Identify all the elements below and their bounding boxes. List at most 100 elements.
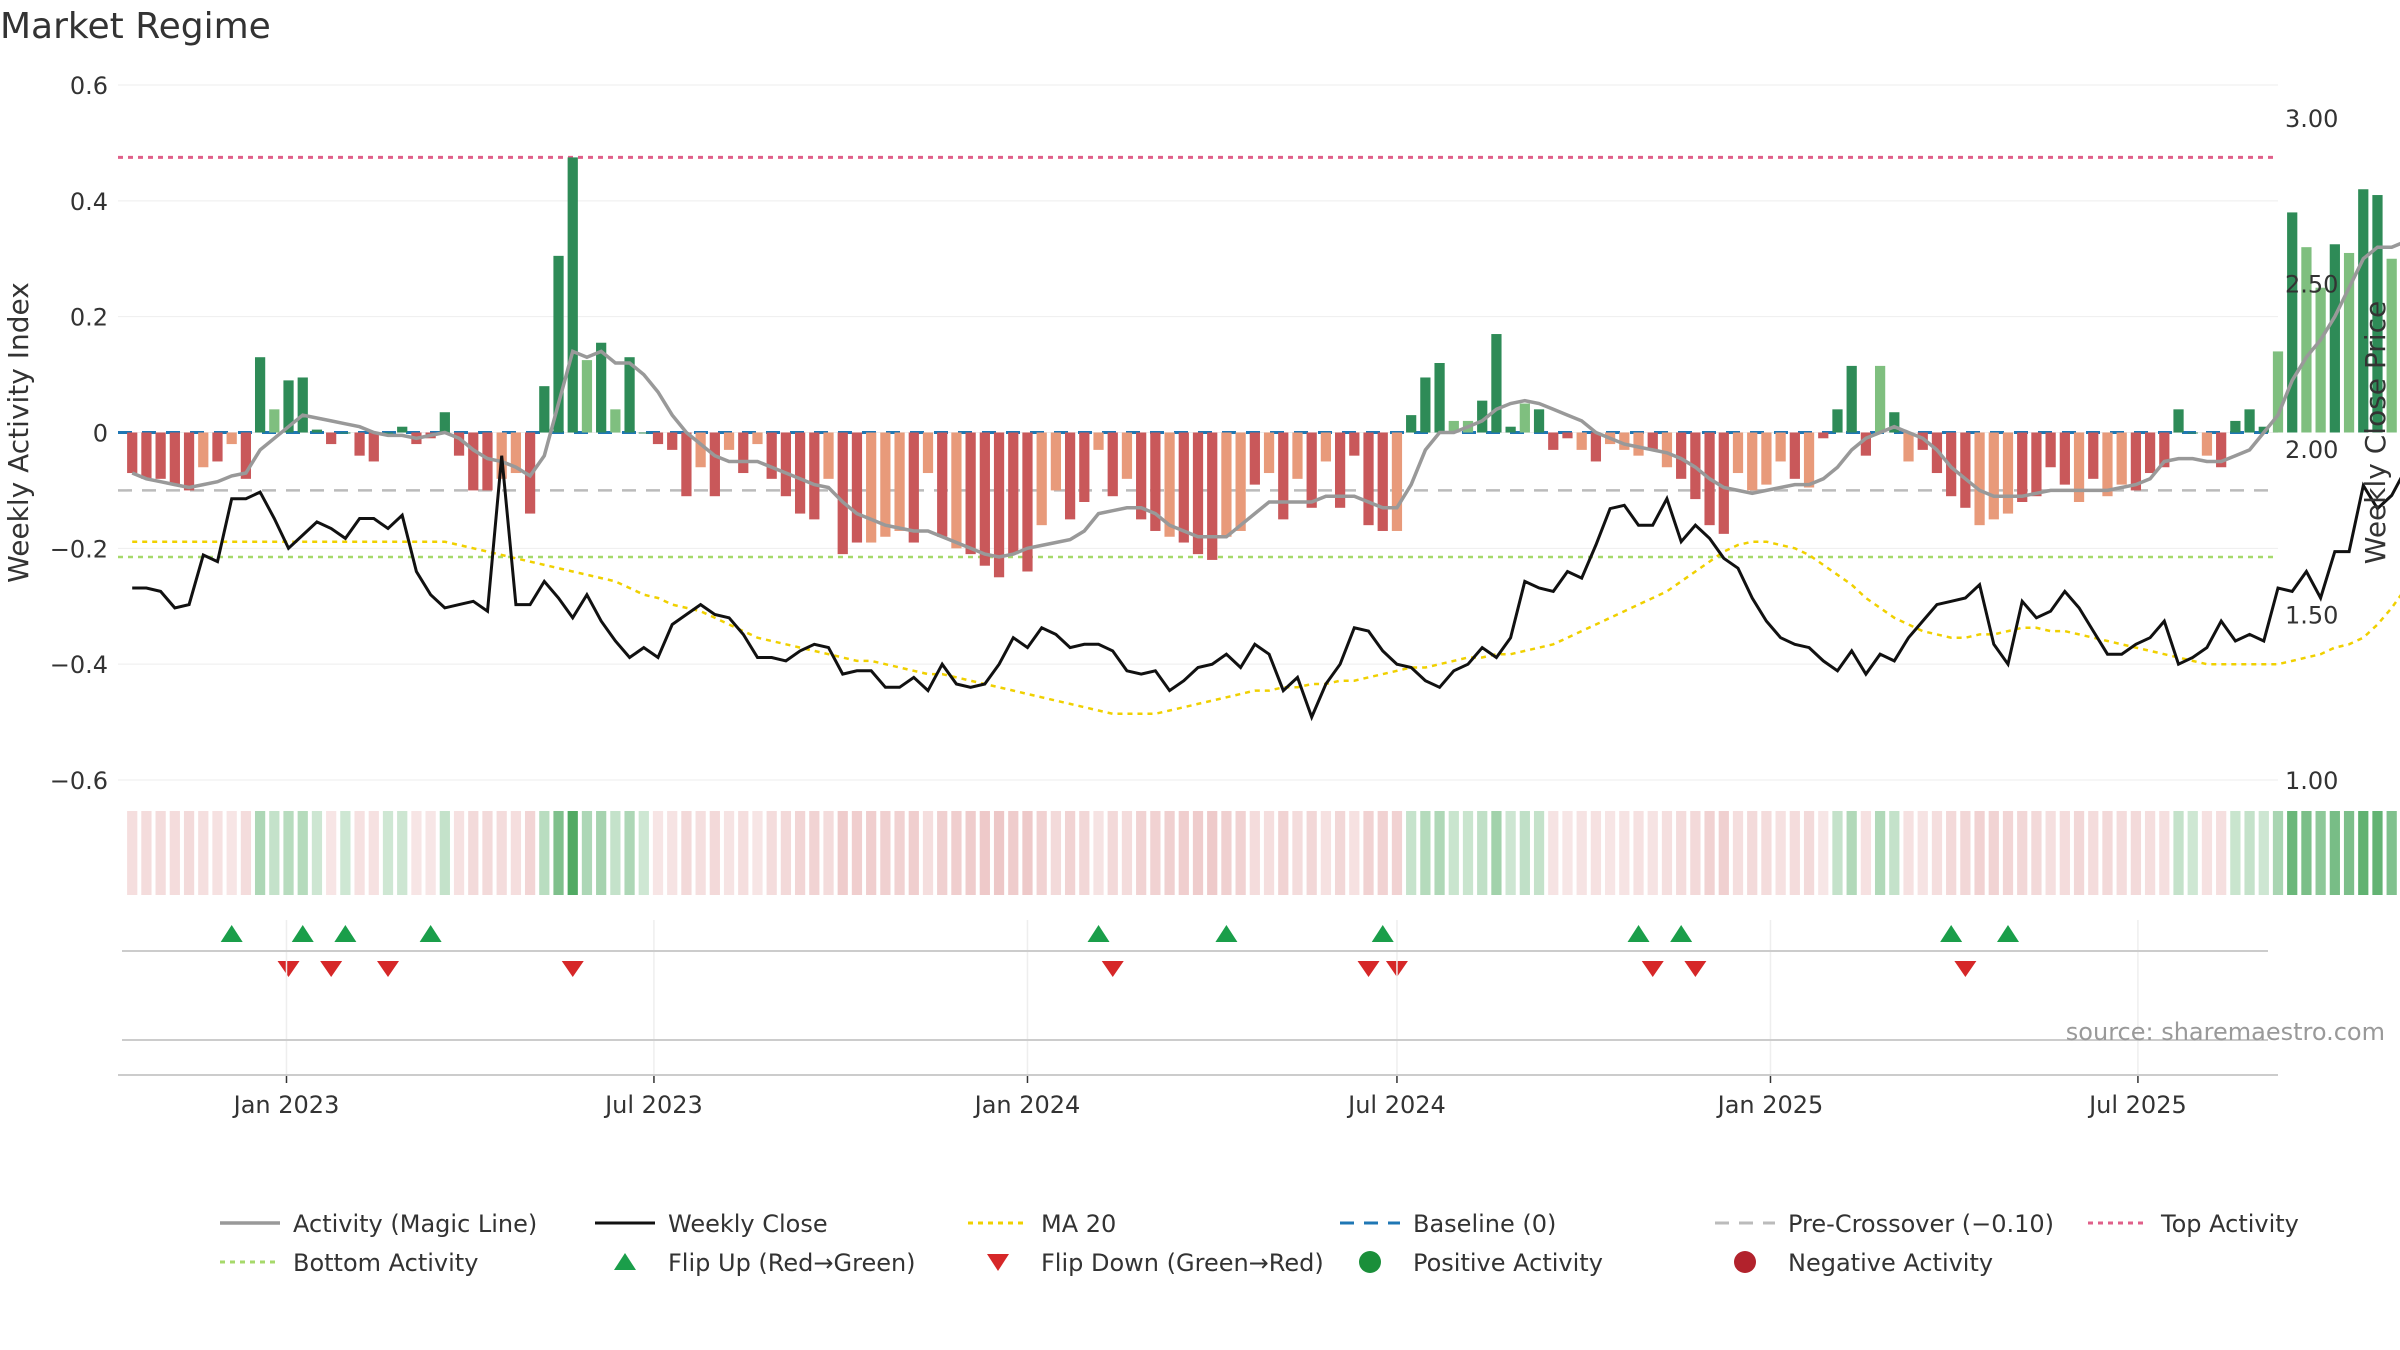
heat-cell	[2358, 811, 2369, 895]
activity-bar	[1931, 432, 1943, 474]
heat-cell	[2287, 811, 2298, 895]
activity-bar	[1988, 432, 1999, 520]
activity-bar	[951, 432, 962, 549]
legend-item: Activity (Magic Line)	[220, 1210, 537, 1238]
activity-bar	[596, 342, 607, 433]
activity-bar	[667, 432, 678, 450]
activity-bar	[1519, 403, 1530, 433]
heat-cell	[1946, 811, 1957, 895]
activity-bar	[183, 432, 195, 491]
heat-cell	[1874, 811, 1886, 895]
heat-cell	[2301, 811, 2312, 895]
flip-up-marker	[1087, 925, 1110, 942]
y-tick-label: 0	[93, 420, 108, 448]
activity-bar	[581, 360, 593, 433]
activity-bar	[1292, 432, 1303, 479]
activity-bar	[894, 432, 905, 531]
activity-bar	[141, 432, 152, 479]
heat-cell	[1491, 811, 1502, 895]
activity-bar	[1150, 432, 1161, 531]
activity-bar	[2244, 409, 2255, 433]
activity-bar	[922, 432, 934, 474]
activity-bar	[937, 432, 948, 537]
activity-bar	[1903, 432, 1914, 462]
flip-up-marker	[1215, 925, 1238, 942]
heat-cell	[794, 811, 806, 895]
heat-cell	[1406, 811, 1417, 895]
heat-cell	[1377, 811, 1388, 895]
flip-down-marker	[1684, 961, 1707, 977]
heat-cell	[1974, 811, 1985, 895]
activity-bar	[2230, 420, 2241, 433]
positive-swatch	[1359, 1251, 1381, 1273]
heat-cell	[695, 811, 706, 895]
flip-down-marker	[1954, 961, 1977, 977]
heat-cell	[1278, 811, 1289, 895]
activity-bar	[2187, 432, 2198, 434]
heat-cell	[297, 811, 308, 895]
activity-bar	[1079, 432, 1090, 502]
x-tick-label: Jan 2025	[1716, 1091, 1824, 1119]
heat-cell	[1050, 811, 1062, 895]
activity-bar	[1107, 432, 1118, 497]
heat-cell	[652, 811, 664, 895]
heat-cell	[283, 811, 294, 895]
heat-cell	[397, 811, 408, 895]
activity-bar	[1548, 432, 1559, 450]
heat-cell	[169, 811, 180, 895]
heat-cell	[851, 811, 863, 895]
chart-title: Market Regime	[0, 6, 271, 47]
heat-cell	[880, 811, 891, 895]
heat-cell	[1093, 811, 1104, 895]
heat-cell	[1136, 811, 1147, 895]
activity-bar	[240, 432, 252, 479]
activity-bar	[2031, 432, 2042, 497]
activity-bar	[1661, 432, 1673, 468]
activity-bar	[1363, 432, 1374, 526]
heat-cell	[1832, 811, 1843, 895]
heat-cell	[1221, 811, 1232, 895]
legend-item: Flip Down (Green→Red)	[987, 1249, 1324, 1277]
activity-bar	[652, 432, 664, 445]
activity-bar	[1491, 334, 1502, 433]
activity-bar	[2045, 432, 2056, 468]
heat-cell	[382, 811, 394, 895]
heat-cell	[1860, 811, 1872, 895]
heat-cell	[837, 811, 848, 895]
activity-bar	[2144, 432, 2156, 474]
heat-cell	[539, 811, 550, 895]
heat-cell	[2144, 811, 2156, 895]
heat-cell	[965, 811, 976, 895]
heat-cell	[1590, 811, 1602, 895]
heat-cell	[1704, 811, 1715, 895]
activity-bar	[866, 432, 877, 543]
heat-cell	[2173, 811, 2184, 895]
heat-cell	[1747, 811, 1758, 895]
heat-cell	[1960, 811, 1971, 895]
activity-bar	[723, 432, 735, 450]
activity-bar	[2201, 432, 2213, 456]
heat-cell	[482, 811, 493, 895]
heat-cell	[269, 811, 280, 895]
heat-cell	[1164, 811, 1175, 895]
activity-bar	[1221, 432, 1232, 537]
activity-bar	[2002, 432, 2014, 514]
y2-tick-label: 2.00	[2285, 436, 2338, 464]
activity-bar	[567, 157, 578, 433]
activity-bar	[254, 357, 266, 433]
heat-cell	[1917, 811, 1928, 895]
y-tick-label: −0.6	[50, 767, 108, 795]
activity-bar	[823, 432, 834, 479]
y2-tick-label: 1.00	[2285, 767, 2338, 795]
weekly-close-line	[132, 455, 2400, 722]
heat-cell	[951, 811, 962, 895]
activity-bar	[1775, 432, 1786, 462]
heat-cell	[823, 811, 834, 895]
heat-cell	[1562, 811, 1573, 895]
legend-item: Baseline (0)	[1340, 1210, 1556, 1238]
legend-label: Weekly Close	[668, 1210, 828, 1238]
activity-bar	[1121, 432, 1133, 479]
heat-cell	[524, 811, 536, 895]
heat-cell	[1207, 811, 1218, 895]
activity-bar	[1533, 409, 1545, 433]
